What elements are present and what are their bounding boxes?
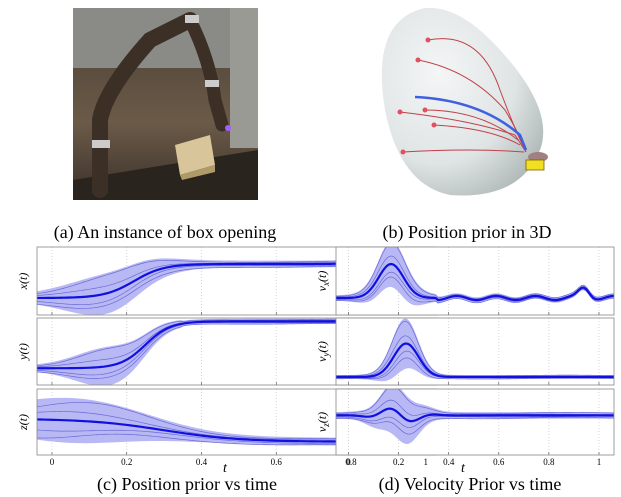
x-tick-label: 0.6 [493, 457, 505, 467]
y-axis-label: x(t) [16, 273, 30, 291]
x-tick-label: 1 [424, 457, 429, 467]
caption: (b) Position prior in 3D [383, 222, 552, 243]
caption: (d) Velocity Prior vs time [379, 474, 562, 495]
x-tick-label: 0.2 [121, 457, 132, 467]
x-tick-label: 0 [346, 457, 351, 467]
label-tail: (t) [315, 271, 329, 282]
x-tick-label: 0.2 [393, 457, 404, 467]
y-axis-label: z(t) [16, 414, 30, 431]
x-tick-label: 0.8 [543, 457, 555, 467]
y-axis-label: vz(t) [315, 412, 331, 432]
x-tick-label: 0.6 [271, 457, 283, 467]
y-axis-label: y(t) [16, 343, 30, 361]
caption: (c) Position prior vs time [97, 474, 277, 495]
x-tick-label: 0 [50, 457, 55, 467]
x-tick-label: 0.4 [196, 457, 208, 467]
label-tail: (t) [315, 341, 329, 352]
y-axis-label: vx(t) [315, 271, 331, 292]
plot-panel [336, 241, 614, 315]
figure: (a) An instance of box opening (b) Posit… [0, 0, 621, 497]
plot-panel [336, 318, 614, 385]
plot-panel [336, 384, 614, 455]
caption: (a) An instance of box opening [54, 222, 276, 243]
x-tick-label: 1 [597, 457, 602, 467]
x-tick-label: 0.4 [443, 457, 455, 467]
y-axis-label: vy(t) [315, 341, 331, 362]
render-3d [382, 8, 548, 196]
photo [73, 8, 258, 200]
label-tail: (t) [315, 412, 329, 423]
